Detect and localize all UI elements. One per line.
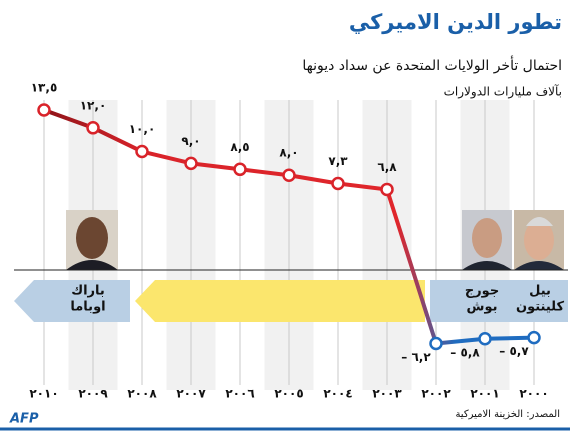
x-tick-label: ٢٠٠٩	[78, 387, 108, 401]
president-name: باراك	[71, 284, 105, 299]
data-point	[382, 184, 393, 195]
x-tick-label: ٢٠١٠	[29, 387, 58, 401]
value-label: – ٥,٨	[450, 345, 480, 359]
data-point	[333, 178, 344, 189]
president-name: بوش	[467, 300, 498, 315]
value-label: – ٦,٢	[401, 350, 431, 364]
data-point	[529, 332, 540, 343]
x-tick-label: ٢٠٠١	[470, 387, 499, 401]
value-label: ١٣,٥	[31, 81, 58, 95]
data-point	[480, 333, 491, 344]
value-label: ٦,٨	[377, 160, 397, 174]
x-tick-label: ٢٠٠٠	[519, 387, 548, 401]
value-label: ٨,٥	[230, 140, 249, 154]
value-label: ٧,٣	[328, 154, 348, 168]
bush-era-arrow	[135, 280, 425, 322]
chart-title: تطور الدين الاميركي	[349, 10, 562, 34]
president-name: كلينتون	[516, 300, 564, 315]
x-tick-label: ٢٠٠٣	[372, 387, 402, 401]
president-name: اوباما	[70, 300, 105, 315]
value-label: ١٠,٠	[129, 122, 156, 136]
x-tick-label: ٢٠٠٨	[127, 387, 157, 401]
president-name: جورج	[465, 284, 499, 299]
data-point	[39, 105, 50, 116]
logo: AFP	[9, 412, 39, 427]
value-label: ٨,٠	[279, 146, 298, 160]
x-tick-label: ٢٠٠٧	[176, 387, 206, 401]
data-point	[431, 338, 442, 349]
photo-clinton	[514, 210, 564, 270]
chart: تطور الدين الاميركي احتمال تأخر الولايات…	[0, 0, 570, 433]
source: المصدر: الخزينة الاميركية	[455, 409, 560, 420]
photo-bush	[462, 210, 512, 270]
value-label: – ٥,٧	[499, 344, 529, 358]
x-tick-label: ٢٠٠٥	[274, 387, 303, 401]
photo-obama	[66, 210, 118, 270]
data-point	[186, 158, 197, 169]
president-name: بيل	[529, 284, 551, 299]
data-point	[235, 164, 246, 175]
x-tick-label: ٢٠٠٢	[421, 387, 451, 401]
x-tick-label: ٢٠٠٤	[323, 387, 352, 401]
data-point	[137, 146, 148, 157]
data-point	[88, 122, 99, 133]
value-label: ٩,٠	[181, 134, 200, 148]
unit-label: بآلاف مليارات الدولارات	[444, 84, 562, 100]
subtitle: احتمال تأخر الولايات المتحدة عن سداد ديو…	[302, 55, 562, 74]
data-point	[284, 170, 295, 181]
value-label: ١٢,٠	[80, 98, 107, 112]
x-tick-label: ٢٠٠٦	[225, 387, 254, 401]
